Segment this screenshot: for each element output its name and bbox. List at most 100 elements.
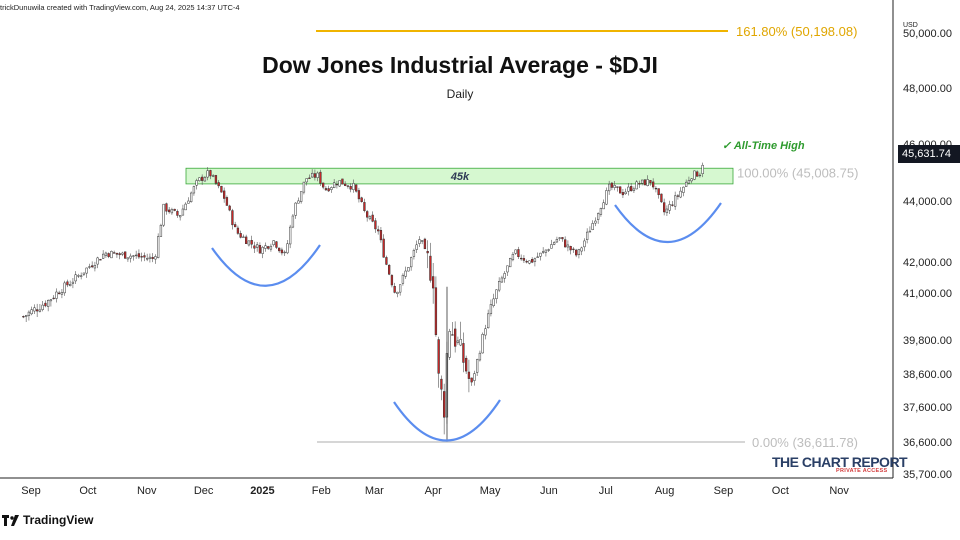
price-tick-label: 38,600.00 [903,369,952,381]
candle-body [83,273,85,274]
candle-body [432,277,434,289]
candle-body [254,246,256,248]
candle-body [402,275,404,283]
candle-body [559,238,561,239]
candle-body [333,183,335,188]
candle-body [545,250,547,252]
candle-body [185,204,187,210]
time-tick-label: Oct [79,485,96,497]
candle-body [364,202,366,210]
tradingview-logo[interactable]: TradingView [2,513,93,527]
candle-body [78,275,80,276]
time-tick-label: Sep [714,485,734,497]
candle-body [449,331,451,357]
time-tick-label: Aug [655,485,675,497]
candle-body [586,232,588,240]
candle-body [251,240,253,244]
candle-body [248,241,250,245]
candle-body [23,316,25,317]
candle-body [454,329,456,346]
candle-body [399,285,401,292]
candle-body [628,187,630,191]
candle-body [600,208,602,214]
candle-body [515,250,517,254]
candle-body [460,339,462,345]
candle-body [476,360,478,373]
candle-body [597,214,599,220]
price-tick-label: 36,600.00 [903,437,952,449]
candle-body [199,178,201,181]
candle-body [380,230,382,240]
candle-body [372,215,374,221]
candle-body [171,209,173,213]
candle-body [702,165,704,174]
candle-body [592,223,594,229]
candle-body [39,310,41,311]
candle-body [226,197,228,205]
candle-body [108,253,110,256]
candle-body [617,187,619,188]
candle-body [331,187,333,189]
time-tick-label: Sep [21,485,41,497]
candle-body [97,258,99,264]
candle-body [691,179,693,181]
candle-body [86,268,88,273]
candle-body [166,204,168,212]
candle-body [270,246,272,249]
candle-body [611,183,613,187]
candle-body [553,242,555,244]
candle-body [75,275,77,281]
candle-body [322,183,324,187]
candle-body [355,185,357,191]
candle-body [221,186,223,192]
time-tick-label: Nov [829,485,849,497]
candle-body [487,314,489,328]
candle-body [223,191,225,199]
candle-body [529,261,531,264]
candle-body [408,267,410,271]
candle-body [193,187,195,193]
candle-body [413,250,415,256]
candle-body [218,182,220,185]
candle-body [383,239,385,257]
candle-body [317,173,319,178]
candle-body [342,179,344,184]
time-tick-label: Jul [599,485,613,497]
candle-body [630,186,632,190]
candle-body [64,283,66,293]
candle-body [116,253,118,254]
resistance-zone-label: 45k [450,171,470,183]
candle-body [468,372,470,379]
candle-body [130,256,132,258]
candle-body [325,188,327,189]
candle-body [474,374,476,381]
candle-body [438,340,440,374]
candle-body [694,171,696,180]
candle-body [179,215,181,217]
candle-body [421,241,423,242]
candle-body [644,180,646,185]
left-shoulder-arc [212,245,320,286]
candle-body [666,209,668,213]
candle-body [105,253,107,256]
candle-body [45,303,47,306]
candle-body [243,237,245,238]
candle-body [204,177,206,181]
candle-body [570,246,572,250]
candle-body [58,293,60,294]
candle-body [141,256,143,257]
candle-body [498,281,500,290]
candle-body [353,183,355,189]
candle-body [419,240,421,244]
candle-body [391,275,393,285]
candle-body [655,188,657,189]
candle-body [168,210,170,212]
time-tick-label: Oct [772,485,789,497]
candle-body [350,186,352,189]
candle-body [479,353,481,360]
candle-body [435,288,437,335]
candle-body [196,180,198,185]
tradingview-icon [2,515,20,526]
candle-body [636,182,638,189]
candle-body [42,305,44,310]
